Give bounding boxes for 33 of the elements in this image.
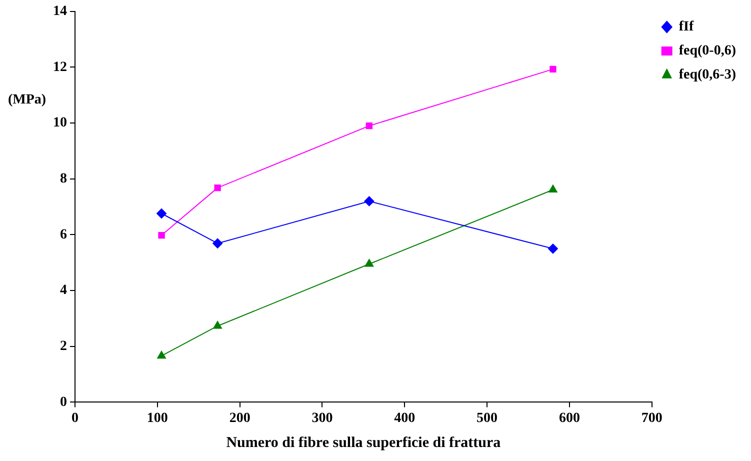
y-tick-label: 4 bbox=[60, 283, 67, 298]
y-tick-label: 6 bbox=[60, 227, 67, 242]
x-tick-label: 0 bbox=[72, 411, 78, 426]
point bbox=[548, 184, 558, 193]
x-tick-label: 200 bbox=[229, 411, 250, 426]
y-tick-label: 8 bbox=[60, 171, 67, 186]
y-tick-label: 10 bbox=[53, 116, 67, 131]
y-tick-label: 14 bbox=[53, 4, 67, 20]
point bbox=[214, 184, 221, 192]
y-tick-label: 12 bbox=[53, 60, 67, 75]
y-tick-label: 0 bbox=[60, 394, 67, 410]
point bbox=[156, 208, 167, 218]
point bbox=[550, 66, 556, 73]
point bbox=[364, 259, 374, 267]
legend-label: feq(0,6-3) bbox=[678, 68, 736, 83]
x-tick-label: 600 bbox=[558, 411, 580, 426]
x-tick-label: 400 bbox=[394, 411, 416, 426]
point bbox=[157, 350, 166, 359]
x-tick-label: 100 bbox=[146, 411, 168, 426]
point bbox=[364, 196, 374, 206]
legend-label: fIf bbox=[678, 20, 694, 35]
y-axis-title: (MPa) bbox=[8, 92, 46, 108]
x-tick-label: 700 bbox=[641, 411, 662, 426]
legend-label: feq(0-0,6) bbox=[678, 44, 736, 59]
point bbox=[158, 232, 165, 239]
x-axis-title: Numero di fibre sulla superficie di frattura bbox=[226, 434, 502, 451]
point bbox=[212, 238, 223, 248]
x-tick-label: 500 bbox=[476, 411, 498, 426]
point bbox=[366, 122, 373, 130]
x-tick-label: 300 bbox=[312, 411, 333, 426]
point bbox=[213, 320, 222, 329]
y-tick-label: 2 bbox=[60, 338, 67, 354]
point bbox=[548, 244, 558, 254]
